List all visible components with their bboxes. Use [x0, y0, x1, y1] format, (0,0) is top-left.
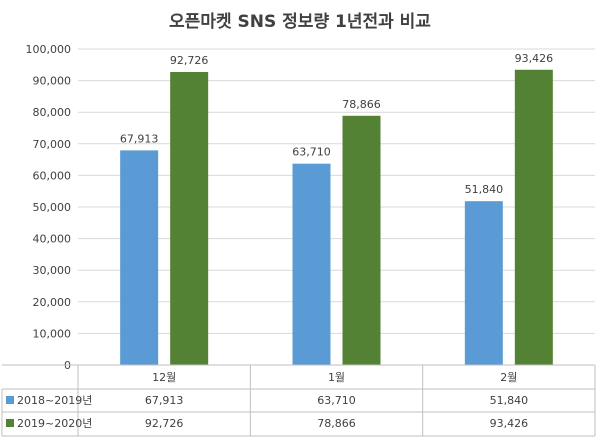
- data-label: 51,840: [465, 183, 504, 196]
- table-cell: 67,913: [145, 394, 184, 407]
- y-tick-label: 90,000: [33, 75, 72, 88]
- bar-series-2-3: [514, 69, 553, 366]
- table-cell: 92,726: [145, 417, 184, 430]
- bars: [120, 69, 553, 366]
- y-tick-label: 60,000: [33, 169, 72, 182]
- y-tick-label: 50,000: [33, 201, 72, 214]
- data-labels: 67,913 63,710 51,840 92,726 78,866 93,426: [120, 52, 553, 196]
- table-cell: 51,840: [490, 394, 529, 407]
- legend-label: 2019~2020년: [17, 417, 92, 430]
- table-cell: 93,426: [490, 417, 529, 430]
- data-label: 78,866: [342, 98, 381, 111]
- category-label: 1월: [328, 371, 345, 384]
- data-label: 67,913: [120, 132, 159, 145]
- bar-series-2-2: [342, 115, 381, 365]
- category-label: 2월: [500, 371, 517, 384]
- table-cell: 63,710: [317, 394, 356, 407]
- gridlines: [78, 48, 595, 366]
- data-label: 63,710: [292, 146, 331, 159]
- data-table: 12월 1월 2월 2018~2019년 67,913 63,710 51,840 2019~…: [1, 364, 596, 437]
- category-label: 12월: [152, 371, 176, 384]
- y-tick-label: 40,000: [33, 233, 72, 246]
- y-tick-label: 80,000: [33, 106, 72, 119]
- bar-series-2-1: [170, 71, 209, 365]
- y-tick-label: 20,000: [33, 296, 72, 309]
- bar-series-1-2: [292, 163, 331, 365]
- data-label: 93,426: [515, 52, 554, 65]
- chart-title: 오픈마켓 SNS 정보량 1년전과 비교: [169, 12, 431, 32]
- legend-label: 2018~2019년: [17, 394, 92, 407]
- bar-series-1-1: [120, 150, 159, 365]
- legend-swatch: [6, 396, 14, 404]
- table-cell: 78,866: [317, 417, 356, 430]
- bar-series-1-3: [464, 201, 503, 365]
- y-tick-label: 10,000: [33, 327, 72, 340]
- y-tick-label: 70,000: [33, 138, 72, 151]
- y-tick-label: 30,000: [33, 264, 72, 277]
- data-label: 92,726: [170, 54, 209, 67]
- y-axis-tick-labels: 010,00020,00030,00040,00050,00060,00070,…: [26, 43, 72, 372]
- y-tick-label: 100,000: [26, 43, 72, 56]
- legend-swatch: [6, 419, 14, 427]
